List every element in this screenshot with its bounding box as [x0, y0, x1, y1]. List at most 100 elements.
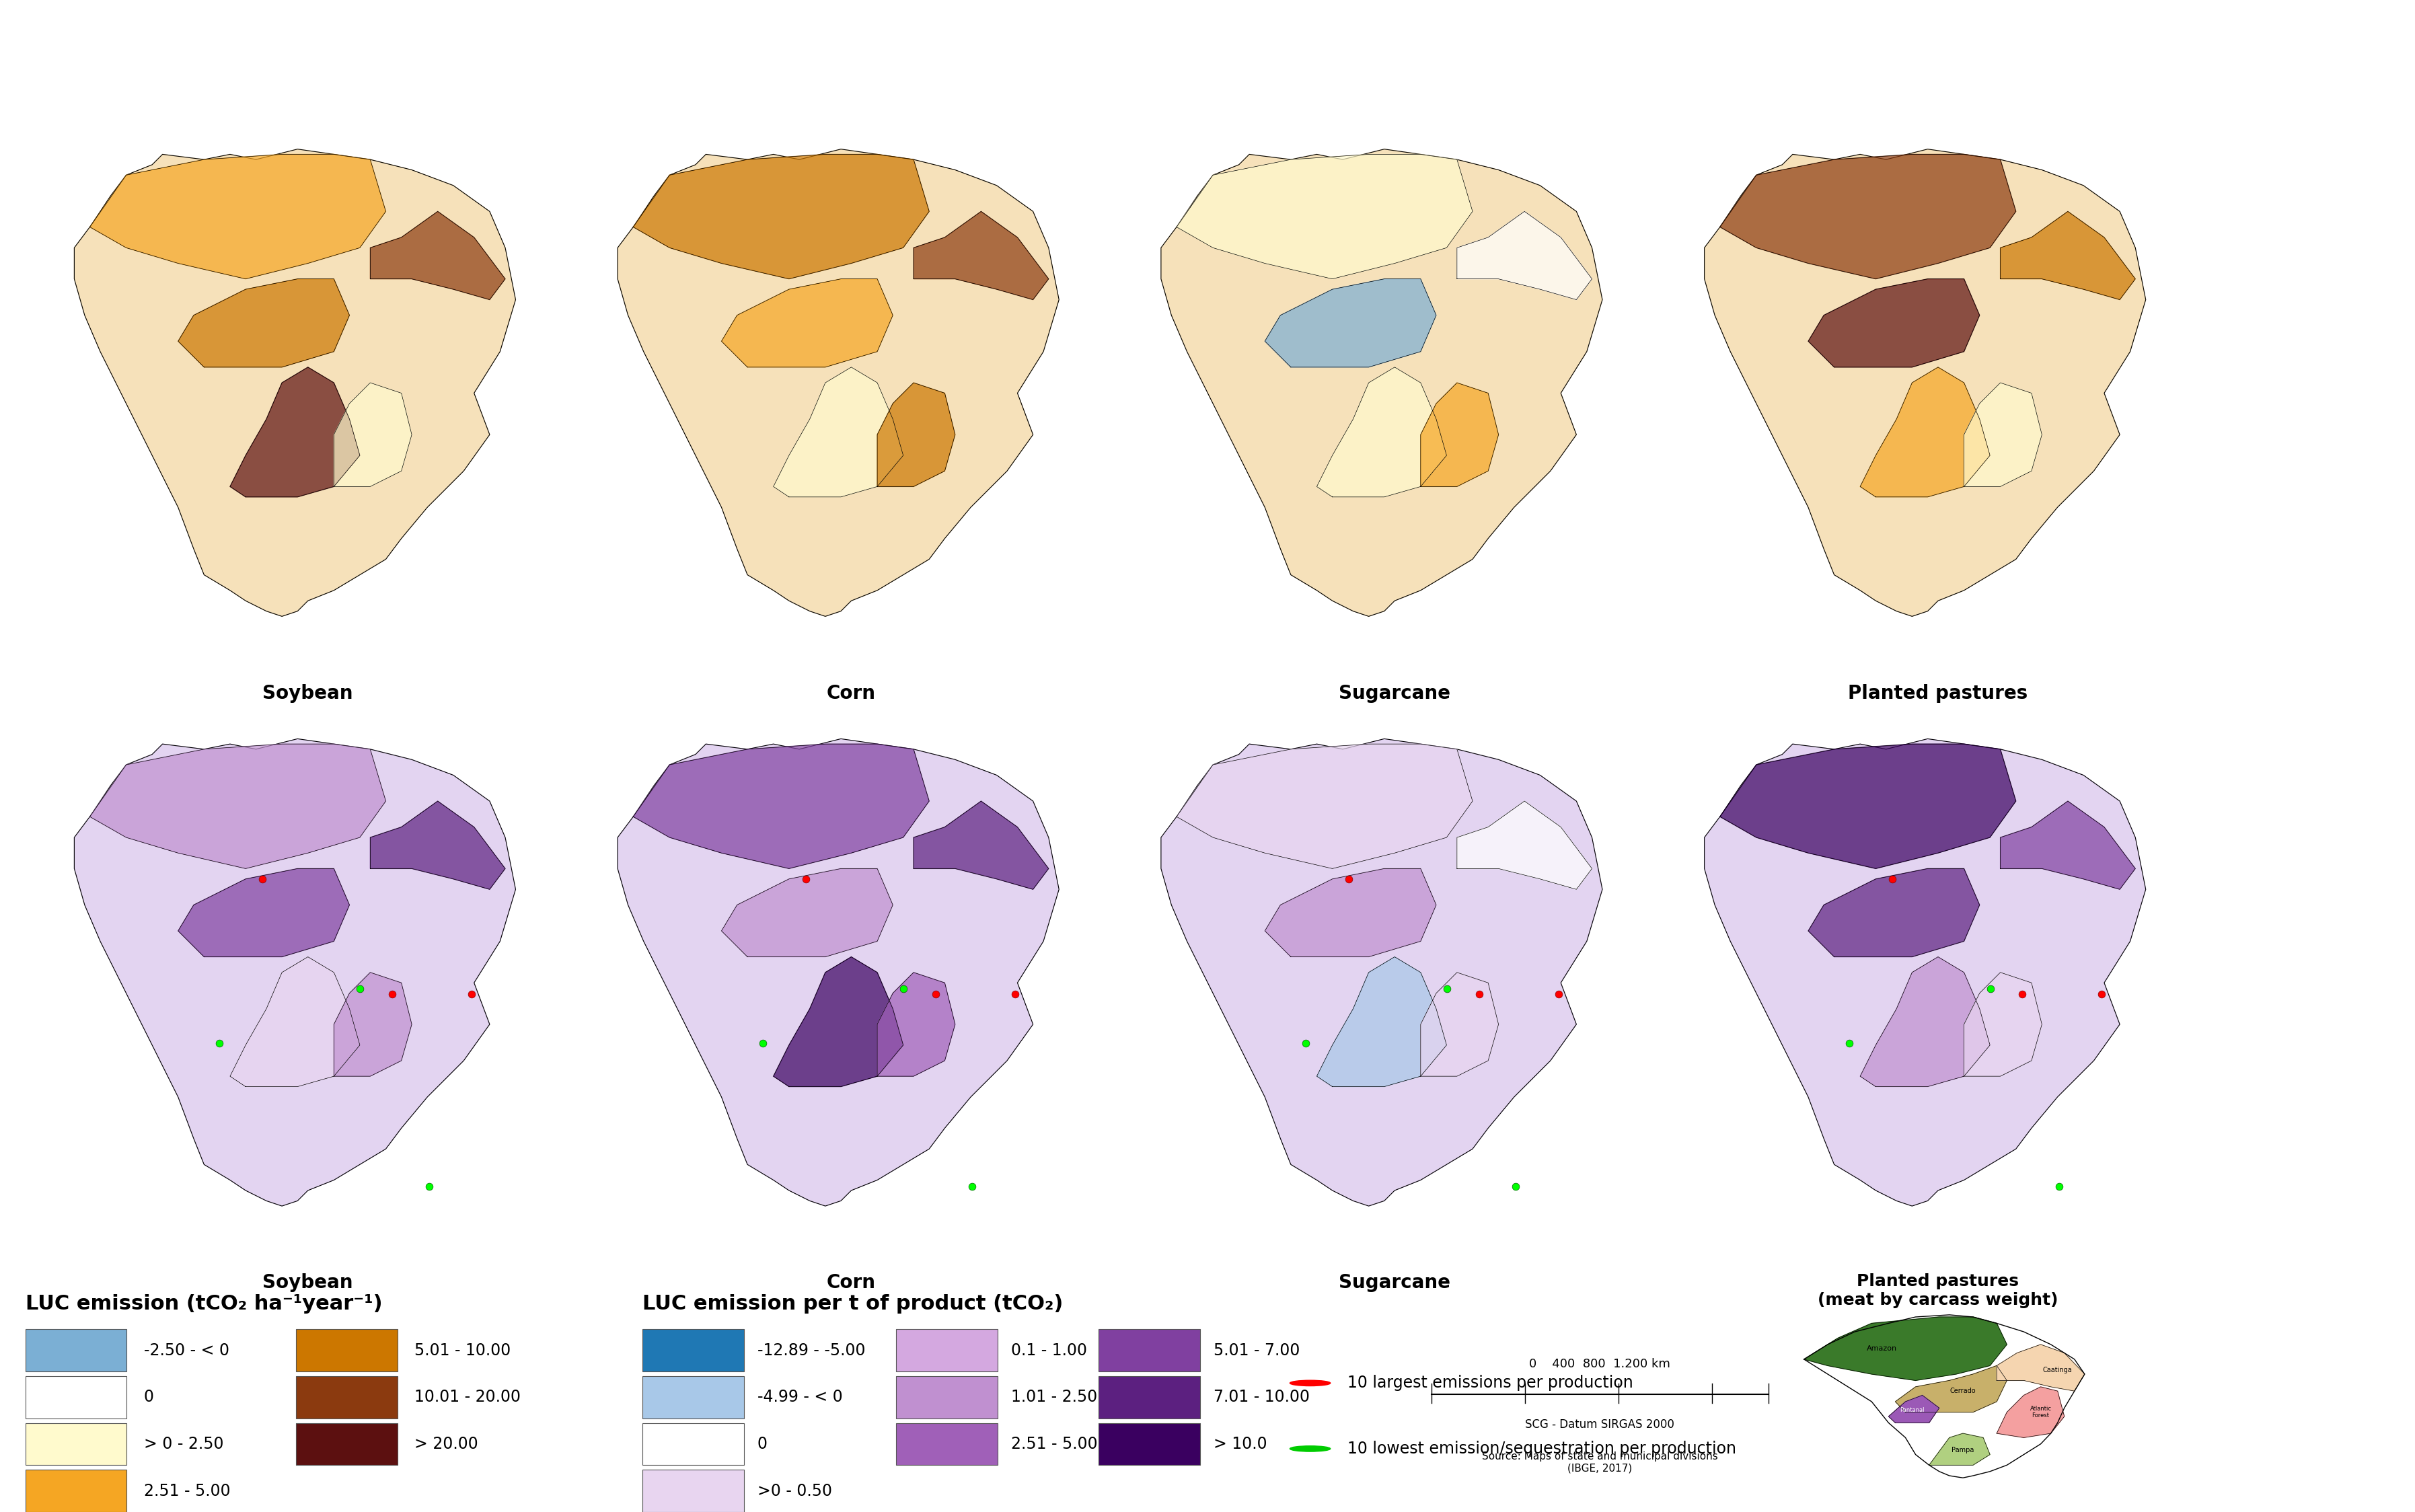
Text: -12.89 - -5.00: -12.89 - -5.00	[758, 1343, 865, 1358]
Text: Source: Maps of state and municipal divisions
(IBGE, 2017): Source: Maps of state and municipal divi…	[1483, 1452, 1717, 1473]
Text: 7.01 - 10.00: 7.01 - 10.00	[1215, 1390, 1309, 1405]
Text: 5.01 - 10.00: 5.01 - 10.00	[415, 1343, 510, 1358]
Polygon shape	[369, 801, 505, 889]
Polygon shape	[913, 212, 1048, 299]
Point	[1287, 1031, 1326, 1055]
Point	[200, 1031, 239, 1055]
Text: 1.01 - 2.50: 1.01 - 2.50	[1012, 1390, 1096, 1405]
Point	[1497, 1175, 1536, 1199]
Text: Soybean: Soybean	[263, 1273, 353, 1293]
Point	[411, 1175, 449, 1199]
Point	[341, 977, 379, 1001]
Polygon shape	[1930, 1433, 1990, 1465]
Point	[787, 868, 826, 892]
Polygon shape	[1860, 367, 1990, 497]
Text: 10 largest emissions per production: 10 largest emissions per production	[1348, 1374, 1633, 1391]
Polygon shape	[1809, 278, 1980, 367]
Polygon shape	[1719, 154, 2017, 278]
Polygon shape	[773, 367, 903, 497]
Point	[1538, 983, 1577, 1007]
FancyBboxPatch shape	[295, 1423, 396, 1465]
Polygon shape	[2000, 212, 2135, 299]
Point	[1831, 1031, 1869, 1055]
Point	[995, 983, 1034, 1007]
Point	[1874, 868, 1913, 892]
Polygon shape	[1705, 739, 2147, 1207]
Polygon shape	[877, 972, 954, 1077]
Polygon shape	[1860, 957, 1990, 1087]
Polygon shape	[633, 154, 930, 278]
Polygon shape	[1162, 150, 1604, 617]
Polygon shape	[1719, 744, 2017, 868]
Polygon shape	[89, 154, 386, 278]
Polygon shape	[618, 150, 1058, 617]
Text: Corn: Corn	[826, 1273, 877, 1293]
Text: Pantanal: Pantanal	[1901, 1408, 1925, 1414]
Polygon shape	[75, 739, 517, 1207]
Polygon shape	[1420, 972, 1497, 1077]
Polygon shape	[1889, 1396, 1939, 1423]
Polygon shape	[333, 972, 411, 1077]
Point	[884, 977, 923, 1001]
Text: LUC emission (tCO₂ ha⁻¹year⁻¹): LUC emission (tCO₂ ha⁻¹year⁻¹)	[24, 1294, 382, 1314]
Circle shape	[1290, 1445, 1331, 1452]
Point	[1971, 977, 2009, 1001]
Polygon shape	[1420, 383, 1497, 487]
Text: Planted pastures: Planted pastures	[1847, 683, 2029, 703]
Text: Planted pastures
(meat by carcass weight): Planted pastures (meat by carcass weight…	[1818, 1273, 2058, 1308]
Polygon shape	[179, 278, 350, 367]
Text: Soybean: Soybean	[263, 683, 353, 703]
Text: SCG - Datum SIRGAS 2000: SCG - Datum SIRGAS 2000	[1526, 1418, 1674, 1430]
Text: 10.01 - 20.00: 10.01 - 20.00	[415, 1390, 522, 1405]
Text: Atlantic
Forest: Atlantic Forest	[2031, 1406, 2050, 1418]
Text: Caatinga: Caatinga	[2043, 1367, 2072, 1373]
Text: 0: 0	[758, 1436, 768, 1452]
Polygon shape	[75, 150, 517, 617]
Polygon shape	[89, 744, 386, 868]
FancyBboxPatch shape	[896, 1329, 997, 1371]
Text: >0 - 0.50: >0 - 0.50	[758, 1483, 833, 1498]
Polygon shape	[369, 212, 505, 299]
Point	[2082, 983, 2120, 1007]
Text: -2.50 - < 0: -2.50 - < 0	[145, 1343, 229, 1358]
Text: > 20.00: > 20.00	[415, 1436, 478, 1452]
Point	[915, 983, 954, 1007]
Text: 5.01 - 7.00: 5.01 - 7.00	[1215, 1343, 1299, 1358]
Circle shape	[1290, 1380, 1331, 1387]
Polygon shape	[773, 957, 903, 1087]
Point	[1331, 868, 1369, 892]
Polygon shape	[229, 367, 360, 497]
Text: Sugarcane: Sugarcane	[1338, 1273, 1451, 1293]
FancyBboxPatch shape	[896, 1376, 997, 1418]
Text: 2.51 - 5.00: 2.51 - 5.00	[1012, 1436, 1096, 1452]
Text: -4.99 - < 0: -4.99 - < 0	[758, 1390, 843, 1405]
Polygon shape	[179, 868, 350, 957]
Point	[1459, 983, 1497, 1007]
FancyBboxPatch shape	[896, 1423, 997, 1465]
Polygon shape	[1265, 278, 1437, 367]
Polygon shape	[1316, 367, 1447, 497]
Text: Pampa: Pampa	[1951, 1447, 1973, 1453]
Polygon shape	[1963, 383, 2043, 487]
Polygon shape	[1997, 1344, 2084, 1391]
Point	[1427, 977, 1466, 1001]
Text: Amazon: Amazon	[1867, 1346, 1896, 1352]
Polygon shape	[618, 739, 1058, 1207]
Polygon shape	[229, 957, 360, 1087]
Text: Sugarcane: Sugarcane	[1338, 683, 1451, 703]
FancyBboxPatch shape	[1099, 1329, 1200, 1371]
Point	[244, 868, 283, 892]
Text: 0.1 - 1.00: 0.1 - 1.00	[1012, 1343, 1087, 1358]
Text: 0: 0	[145, 1390, 155, 1405]
FancyBboxPatch shape	[642, 1470, 744, 1512]
Polygon shape	[1265, 868, 1437, 957]
FancyBboxPatch shape	[24, 1470, 126, 1512]
FancyBboxPatch shape	[24, 1329, 126, 1371]
Polygon shape	[1176, 744, 1473, 868]
Point	[372, 983, 411, 1007]
Text: LUC emission per t of product (tCO₂): LUC emission per t of product (tCO₂)	[642, 1294, 1063, 1314]
Text: > 0 - 2.50: > 0 - 2.50	[145, 1436, 225, 1452]
Polygon shape	[1809, 868, 1980, 957]
Polygon shape	[1705, 150, 2147, 617]
Point	[744, 1031, 782, 1055]
